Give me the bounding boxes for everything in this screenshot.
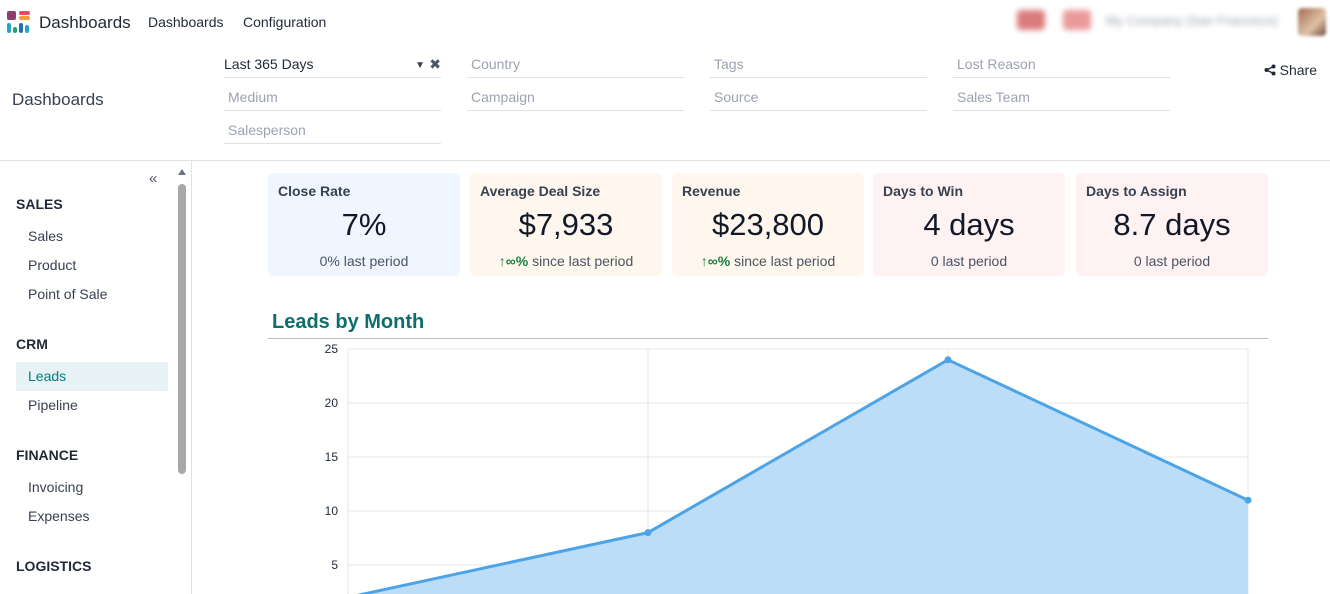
section-crm: CRM	[16, 336, 48, 352]
sidebar-item-sales[interactable]: Sales	[28, 228, 64, 244]
country-filter[interactable]: Country	[467, 54, 684, 78]
section-logistics: LOGISTICS	[16, 558, 92, 574]
activity-icon[interactable]	[1063, 10, 1091, 30]
medium-filter[interactable]: Medium	[224, 87, 441, 111]
kpi-value: 7%	[341, 207, 387, 242]
period-filter-value: Last 365 Days	[224, 56, 314, 72]
kpi-trend: ∞%	[505, 253, 529, 269]
share-button[interactable]: Share	[1264, 62, 1317, 78]
y-tick-label: 10	[325, 504, 339, 518]
scrollbar-thumb[interactable]	[178, 184, 186, 474]
sidebar-scrollbar[interactable]	[178, 169, 187, 594]
clear-icon[interactable]: ✖	[429, 56, 441, 72]
dashboards-app-icon[interactable]	[7, 11, 31, 33]
period-filter[interactable]: Last 365 Days ▼ ✖	[224, 54, 441, 78]
chat-icon[interactable]	[1017, 10, 1045, 30]
kpi-label: Close Rate	[278, 183, 351, 199]
scroll-up-icon[interactable]	[178, 169, 186, 175]
y-tick-label: 25	[325, 342, 339, 356]
kpi-sub: ↑∞% since last period	[470, 253, 662, 269]
kpi-days-to-assign[interactable]: Days to Assign 8.7 days 0 last period	[1076, 173, 1268, 276]
kpi-value: $7,933	[518, 207, 614, 242]
kpi-sub-text: since last period	[532, 253, 634, 269]
kpi-label: Average Deal Size	[480, 183, 601, 199]
breadcrumb: Dashboards	[12, 90, 104, 109]
kpi-label: Days to Win	[883, 183, 963, 199]
lost-reason-filter[interactable]: Lost Reason	[953, 54, 1170, 78]
kpi-label: Days to Assign	[1086, 183, 1187, 199]
series-area	[348, 359, 1248, 594]
sidebar-item-point-of-sale[interactable]: Point of Sale	[28, 286, 108, 302]
sidebar-item-product[interactable]: Product	[28, 257, 77, 273]
kpi-close-rate[interactable]: Close Rate 7% 0% last period	[268, 173, 460, 276]
kpi-value: 4 days	[923, 207, 1015, 242]
top-navbar: Dashboards Dashboards Configuration My C…	[0, 0, 1330, 44]
data-point	[1244, 496, 1252, 504]
company-switcher[interactable]: My Company (San Francisco)	[1106, 13, 1278, 28]
series-line	[356, 358, 1249, 594]
arrow-up-icon: ↑	[498, 253, 506, 269]
sidebar-item-expenses[interactable]: Expenses	[28, 508, 90, 524]
section-finance: FINANCE	[16, 447, 79, 463]
kpi-value: 8.7 days	[1113, 207, 1231, 242]
sidebar-item-pipeline[interactable]: Pipeline	[28, 397, 78, 413]
campaign-filter[interactable]: Campaign	[467, 87, 684, 111]
kpi-label: Revenue	[682, 183, 741, 199]
kpi-value: $23,800	[711, 207, 825, 242]
section-sales: SALES	[16, 196, 63, 212]
kpi-sub: 0 last period	[1133, 253, 1211, 269]
collapse-icon[interactable]: «	[149, 170, 158, 187]
y-tick-label: 20	[325, 396, 339, 410]
caret-down-icon[interactable]: ▼	[415, 60, 425, 71]
kpi-sub: ↑∞% since last period	[672, 253, 864, 269]
kpi-trend: ∞%	[707, 253, 731, 269]
source-filter[interactable]: Source	[710, 87, 927, 111]
kpi-revenue[interactable]: Revenue $23,800 ↑∞% since last period	[672, 173, 864, 276]
data-point	[944, 356, 952, 364]
kpi-sub: 0 last period	[930, 253, 1008, 269]
sidebar-item-invoicing[interactable]: Invoicing	[28, 479, 84, 495]
salesperson-filter[interactable]: Salesperson	[224, 120, 441, 144]
data-point	[644, 529, 652, 537]
user-avatar[interactable]	[1298, 8, 1326, 36]
app-title[interactable]: Dashboards	[39, 13, 131, 32]
menu-dashboards[interactable]: Dashboards	[148, 14, 224, 30]
arrow-up-icon: ↑	[700, 253, 708, 269]
kpi-days-to-win[interactable]: Days to Win 4 days 0 last period	[873, 173, 1065, 276]
y-tick-label: 5	[331, 558, 338, 572]
y-tick-label: 15	[325, 450, 339, 464]
control-panel: Dashboards Last 365 Days ▼ ✖ Country Tag…	[0, 44, 1330, 161]
chart-divider	[268, 338, 1268, 339]
sales-team-filter[interactable]: Sales Team	[953, 87, 1170, 111]
sidebar-item-leads[interactable]: Leads	[16, 362, 168, 391]
sidebar: « SALES Sales Product Point of Sale CRM …	[0, 161, 192, 594]
kpi-average-deal-size[interactable]: Average Deal Size $7,933 ↑∞% since last …	[470, 173, 662, 276]
share-label: Share	[1279, 62, 1317, 78]
tags-filter[interactable]: Tags	[710, 54, 927, 78]
kpi-sub: 0% last period	[319, 253, 409, 269]
dashboard-main: Close Rate 7% 0% last period Average Dea…	[192, 161, 1330, 594]
chart-title: Leads by Month	[272, 311, 425, 333]
kpi-sub-text: since last period	[734, 253, 836, 269]
share-icon	[1264, 64, 1276, 76]
leads-by-month-chart[interactable]: 5 10 15 20 25	[312, 341, 1272, 594]
menu-configuration[interactable]: Configuration	[243, 14, 327, 30]
